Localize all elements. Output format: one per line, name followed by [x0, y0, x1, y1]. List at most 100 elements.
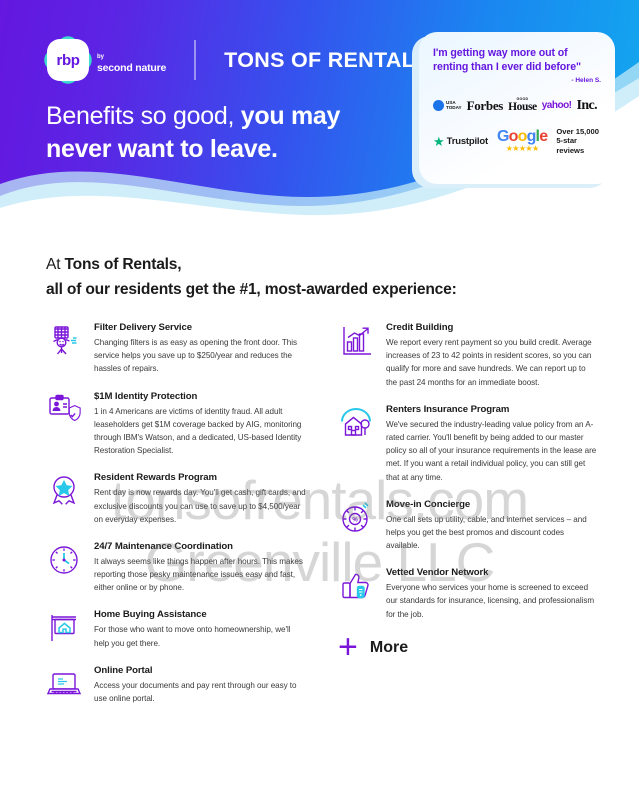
reviews-row: ★ Trustpilot Google ★★★★★ Over 15,000 5-… [433, 127, 601, 157]
benefit-text: Vetted Vendor Network Everyone who servi… [386, 567, 598, 621]
benefit-title: Renters Insurance Program [386, 403, 510, 415]
reviews-count: Over 15,000 5-star reviews [556, 127, 601, 157]
reviews-count-line1: Over 15,000 [556, 126, 599, 136]
plus-icon: + [338, 627, 358, 666]
header-divider [194, 40, 197, 80]
google-logo: Google ★★★★★ [496, 128, 548, 154]
press-logos-row: USA TODAY Forbes GOOD House yahoo! Inc. [433, 97, 601, 114]
trustpilot-star-icon: ★ [433, 133, 445, 149]
identity-protection-icon [46, 391, 84, 429]
hero-line-2: never want to leave. [46, 135, 278, 164]
benefit-description: Rent day is now rewards day. You'll get … [94, 488, 306, 524]
benefits-columns: Filter Delivery Service Changing filters… [46, 322, 598, 720]
forbes-logo: Forbes [466, 97, 504, 113]
testimonial-card: I'm getting way more out of renting than… [419, 32, 615, 184]
home-sign-icon [46, 609, 84, 647]
benefit-description: We've secured the industry-leading value… [386, 419, 597, 482]
benefit-item: Renters Insurance Program We've secured … [338, 404, 598, 484]
hero-line-1: Benefits so good, you may [46, 100, 426, 133]
testimonial-quote: I'm getting way more out of renting than… [433, 47, 581, 74]
logo-brand-text: by second nature [97, 46, 166, 74]
section-heading: At Tons of Rentals, all of our residents… [46, 253, 566, 302]
good-housekeeping-top-label: GOOD [516, 97, 529, 102]
benefit-title: Filter Delivery Service [94, 322, 192, 333]
google-stars-icon: ★★★★★ [505, 144, 539, 154]
benefit-text: Online Portal Access your documents and … [94, 665, 306, 705]
benefits-column-right: Credit Building We report every rent pay… [338, 322, 598, 720]
hero-line-1-bold: you may [240, 102, 341, 130]
section-heading-line1-bold: Tons of Rentals, [64, 256, 182, 273]
clock-icon [46, 541, 84, 579]
benefit-description: Everyone who services your home is scree… [386, 583, 595, 619]
trustpilot-logo: ★ Trustpilot [433, 135, 488, 148]
renters-insurance-icon [338, 404, 376, 442]
benefit-description: 1 in 4 Americans are victims of identity… [94, 406, 302, 456]
more-label: More [369, 638, 409, 656]
benefit-text: Renters Insurance Program We've secured … [386, 404, 598, 484]
logo-second-nature-text: second nature [97, 61, 167, 74]
benefit-text: Credit Building We report every rent pay… [386, 322, 598, 389]
benefit-title: Vetted Vendor Network [386, 567, 489, 579]
benefit-description: One call sets up utility, cable, and int… [386, 514, 587, 551]
benefit-text: Home Buying Assistance For those who wan… [94, 609, 306, 649]
benefit-title: Home Buying Assistance [94, 609, 207, 621]
page-title: TONS OF RENTALS [224, 47, 430, 72]
credit-chart-icon [338, 322, 376, 360]
benefit-item: Filter Delivery Service Changing filters… [46, 322, 306, 376]
benefit-description: We report every rent payment so you buil… [386, 338, 592, 387]
benefit-description: Access your documents and pay rent throu… [94, 680, 297, 703]
benefit-item: Vetted Vendor Network Everyone who servi… [338, 567, 598, 621]
benefit-text: Move-in Concierge One call sets up utili… [386, 499, 598, 553]
hero-heading: Benefits so good, you may never want to … [46, 100, 426, 167]
benefit-description: For those who want to move onto homeowne… [94, 625, 291, 648]
benefit-description: It always seems like things happen after… [94, 556, 303, 593]
benefit-text: Resident Rewards Program Rent day is now… [94, 472, 306, 526]
svg-text:%: % [352, 517, 358, 523]
benefit-title: 24/7 Maintenance Coordination [94, 540, 233, 552]
benefit-item: Credit Building We report every rent pay… [338, 322, 598, 389]
benefit-title: Online Portal [94, 664, 153, 676]
usa-today-icon: USA TODAY [433, 99, 462, 112]
good-housekeeping-main-label: House [508, 100, 537, 113]
benefit-item: $1M Identity Protection 1 in 4 Americans… [46, 391, 306, 458]
benefit-text: Filter Delivery Service Changing filters… [94, 322, 306, 376]
inc-logo: Inc. [576, 97, 598, 113]
laptop-icon [46, 665, 84, 703]
vetted-vendor-icon [338, 567, 376, 605]
benefit-text: 24/7 Maintenance Coordination It always … [94, 541, 306, 595]
logo-rbp-text: rbp [56, 51, 80, 69]
reviews-count-line2: 5-star reviews [556, 136, 585, 156]
brand-logo: rbp by second nature TONS OF RENTALS [39, 31, 430, 89]
logo-by-text: by [97, 54, 105, 61]
benefit-title: Move-in Concierge [386, 498, 471, 510]
benefits-column-left: Filter Delivery Service Changing filters… [46, 322, 306, 720]
benefit-title: Credit Building [386, 322, 454, 333]
benefit-description: Changing filters is as easy as opening t… [94, 338, 297, 374]
benefit-item: Home Buying Assistance For those who wan… [46, 609, 306, 649]
rewards-badge-icon [46, 472, 84, 510]
benefit-item: Resident Rewards Program Rent day is now… [46, 472, 306, 526]
header-banner: rbp by second nature TONS OF RENTALS Ben… [0, 0, 639, 232]
benefit-item: 24/7 Maintenance Coordination It always … [46, 541, 306, 595]
hero-line-1-regular: Benefits so good, [46, 102, 241, 130]
yahoo-logo: yahoo! [541, 100, 572, 112]
rbp-logo-mark: rbp [39, 31, 97, 89]
good-housekeeping-logo: GOOD House [508, 97, 537, 113]
more-benefits-row: + More [338, 627, 598, 666]
section-heading-line1-regular: At [46, 256, 65, 273]
benefit-item: Online Portal Access your documents and … [46, 665, 306, 705]
section-heading-line2: all of our residents get the #1, most-aw… [46, 280, 457, 298]
logo-square-shape [47, 39, 89, 81]
move-in-concierge-icon: % [338, 499, 376, 537]
trustpilot-label: Trustpilot [446, 135, 488, 147]
testimonial-author: - Helen S. [571, 76, 601, 84]
benefit-item: % Move-in Concierge One call sets up uti… [338, 499, 598, 553]
filter-delivery-icon [46, 322, 84, 360]
benefit-title: Resident Rewards Program [94, 472, 217, 484]
google-wordmark: Google [496, 128, 548, 146]
benefit-title: $1M Identity Protection [94, 390, 198, 402]
benefit-text: $1M Identity Protection 1 in 4 Americans… [94, 391, 306, 458]
usa-today-dot-icon [433, 100, 444, 112]
usa-today-label: USA TODAY [446, 99, 462, 110]
